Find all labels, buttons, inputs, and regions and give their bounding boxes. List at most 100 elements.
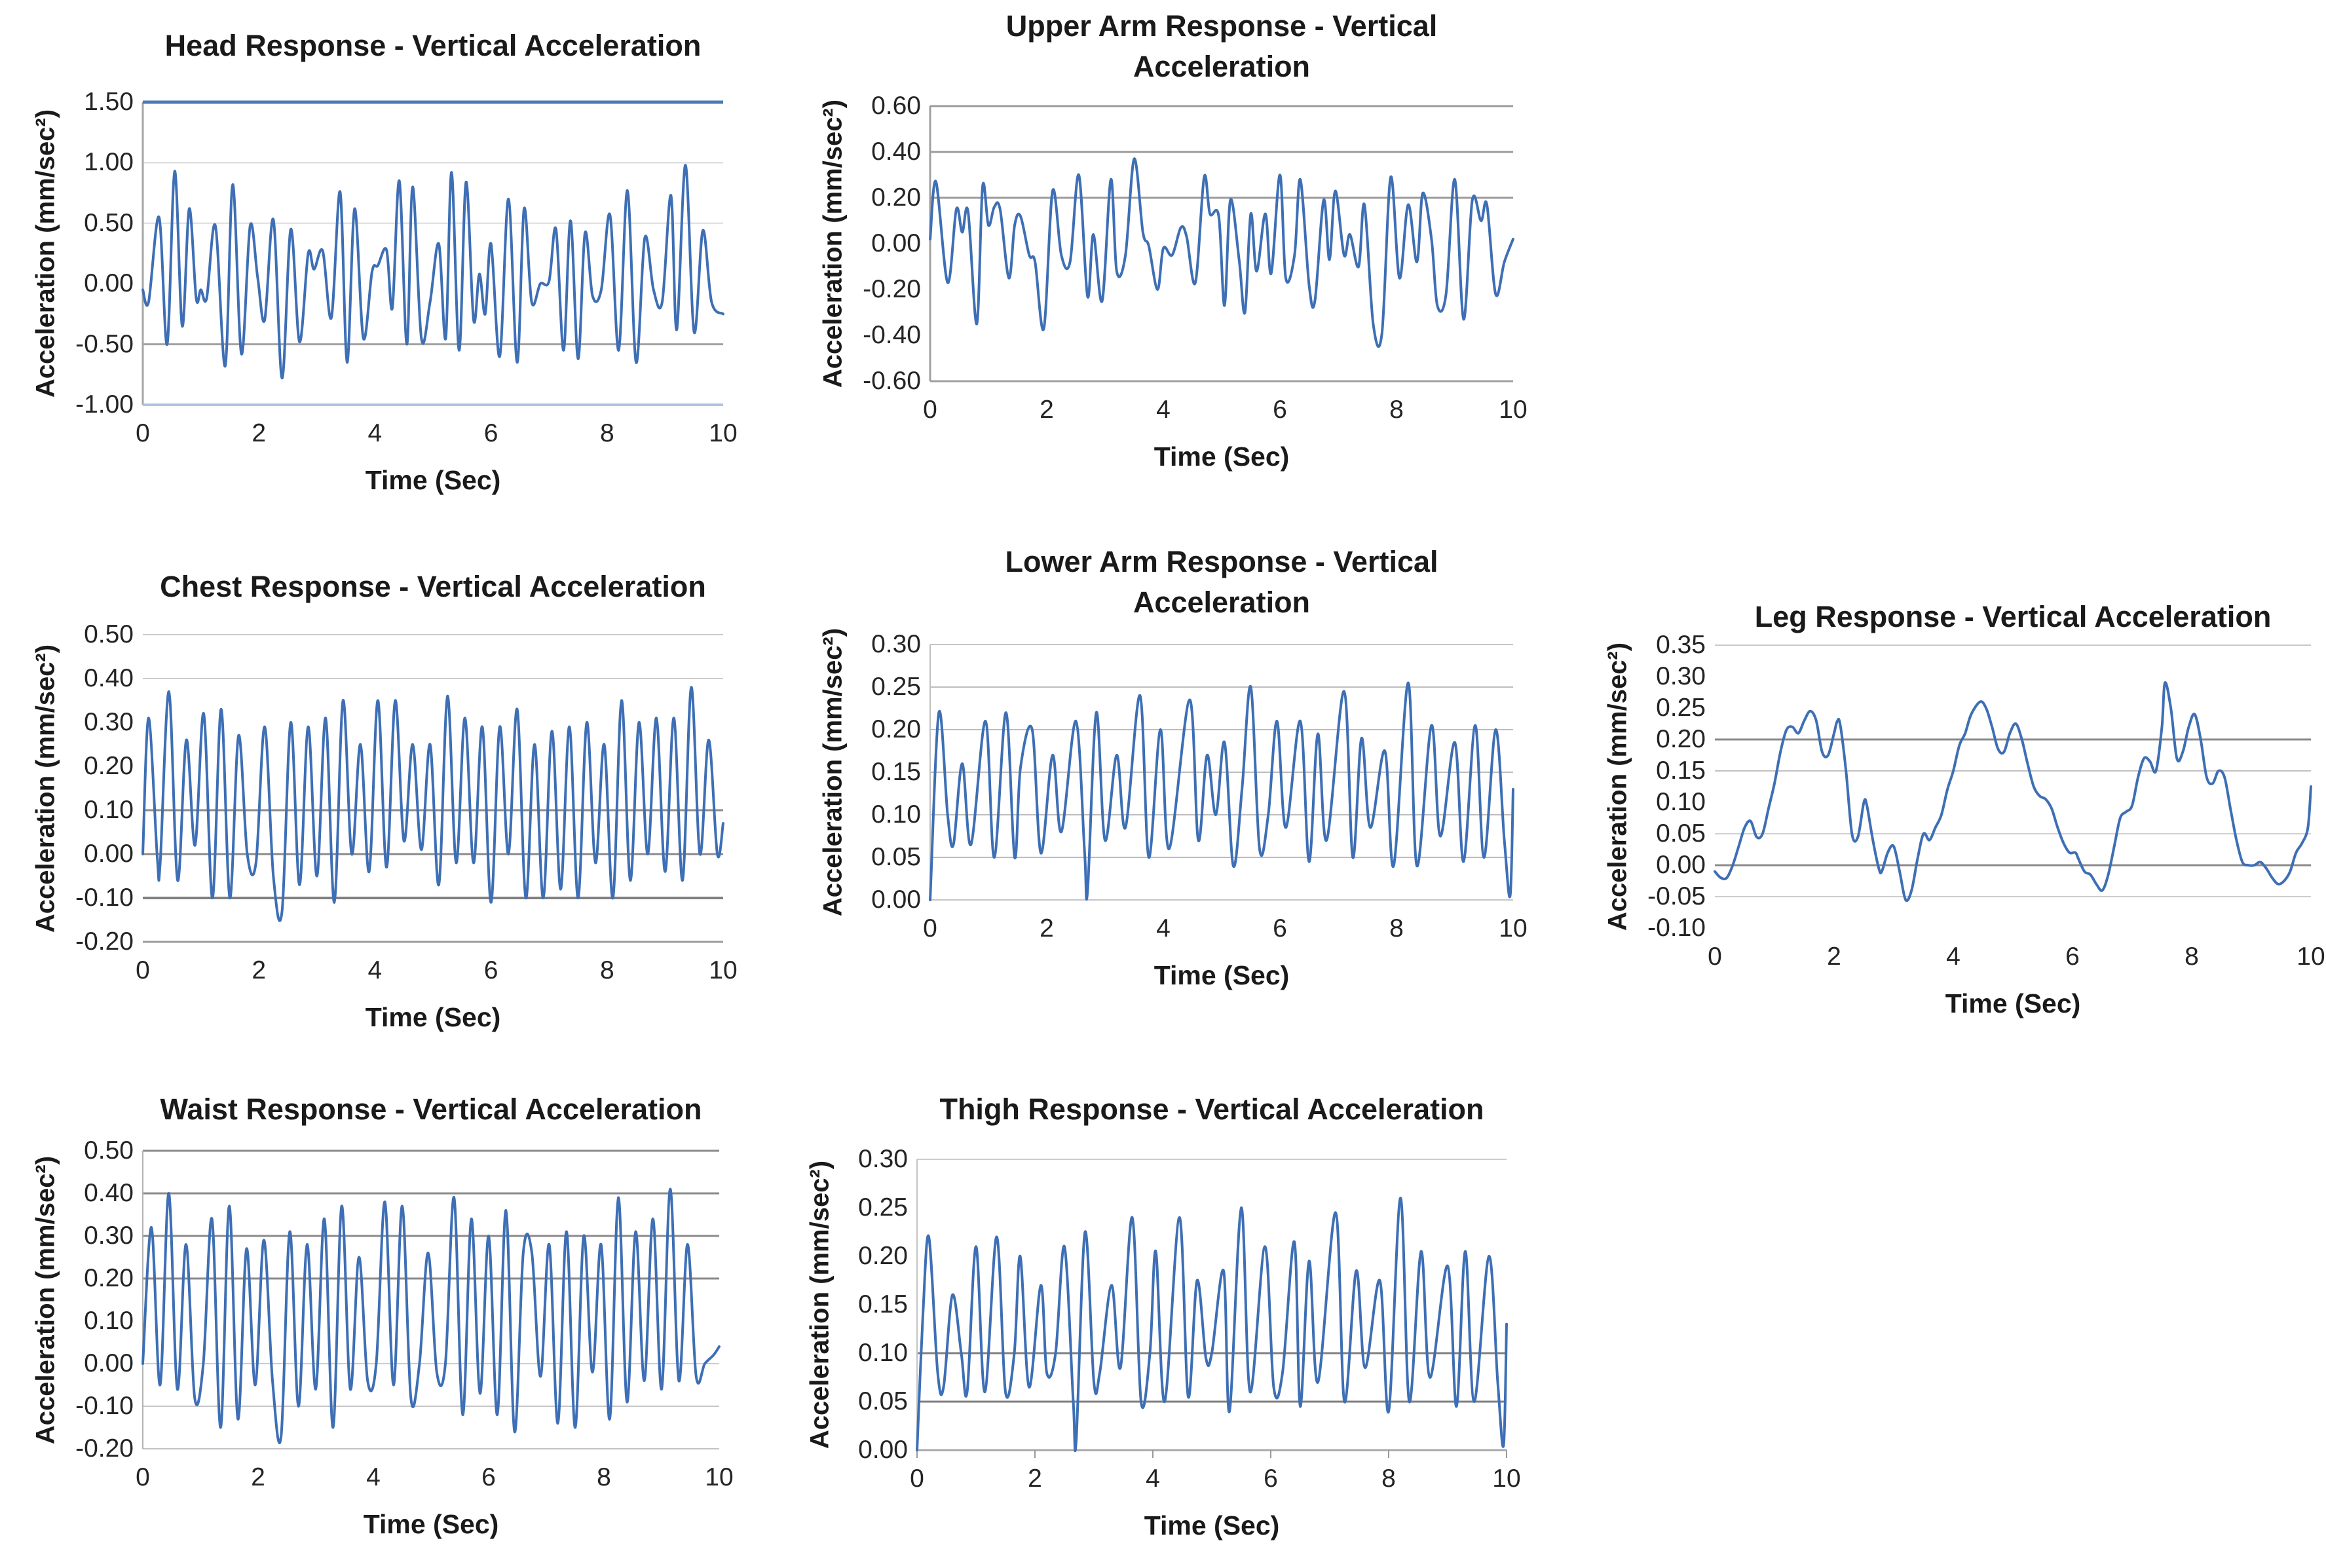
y-tick-label: 0.30 bbox=[1656, 662, 1706, 690]
y-tick-label: 1.00 bbox=[84, 148, 134, 177]
x-tick-label: 2 bbox=[1040, 914, 1054, 943]
chart-title: Acceleration bbox=[1133, 50, 1311, 83]
y-tick-label: 0.40 bbox=[871, 138, 921, 166]
x-tick-label: 10 bbox=[2297, 943, 2325, 971]
x-tick-label: 4 bbox=[1156, 914, 1171, 943]
x-tick-label: 8 bbox=[2185, 943, 2199, 971]
x-tick-label: 2 bbox=[252, 956, 267, 984]
y-tick-label: -0.50 bbox=[75, 329, 134, 358]
series-path bbox=[916, 1197, 1508, 1452]
x-tick-label: 4 bbox=[1946, 943, 1960, 971]
x-tick-label: 8 bbox=[1389, 914, 1404, 943]
y-tick-label: -0.20 bbox=[75, 1434, 134, 1463]
x-axis-label: Time (Sec) bbox=[365, 1002, 501, 1032]
x-tick-label: 8 bbox=[599, 956, 614, 984]
x-tick-label: 2 bbox=[252, 419, 267, 447]
chart-title: Thigh Response - Vertical Acceleration bbox=[939, 1092, 1484, 1126]
x-axis-label: Time (Sec) bbox=[1144, 1510, 1280, 1540]
x-tick-label: 0 bbox=[136, 1463, 150, 1491]
y-tick-label: 0.00 bbox=[84, 1349, 134, 1377]
x-tick-label: 8 bbox=[1381, 1465, 1396, 1493]
x-axis-label: Time (Sec) bbox=[365, 465, 501, 495]
y-tick-label: 0.20 bbox=[871, 183, 921, 212]
plot-area bbox=[929, 105, 1514, 383]
y-tick-label: 0.20 bbox=[871, 715, 921, 743]
y-tick-label: 0.00 bbox=[871, 229, 921, 257]
x-tick-label: 10 bbox=[705, 1463, 734, 1491]
y-tick-label: 0.10 bbox=[84, 796, 134, 824]
x-tick-label: 8 bbox=[597, 1463, 611, 1491]
x-tick-label: 0 bbox=[910, 1465, 924, 1493]
y-tick-label: -0.10 bbox=[75, 884, 134, 912]
x-tick-label: 2 bbox=[251, 1463, 265, 1491]
plot-area bbox=[929, 644, 1514, 901]
y-tick-label: 0.10 bbox=[871, 800, 921, 829]
chart-title: Acceleration bbox=[1133, 586, 1311, 619]
x-tick-label: 0 bbox=[136, 419, 150, 447]
y-tick-label: 0.00 bbox=[858, 1436, 908, 1464]
y-tick-label: -0.40 bbox=[863, 321, 921, 349]
y-tick-label: 0.30 bbox=[871, 630, 921, 658]
x-tick-label: 10 bbox=[709, 956, 738, 984]
x-tick-label: 10 bbox=[1499, 914, 1528, 943]
x-tick-label: 4 bbox=[367, 419, 383, 447]
chart-title: Upper Arm Response - Vertical bbox=[1005, 9, 1438, 43]
plot-area bbox=[141, 634, 724, 943]
y-tick-label: 0.15 bbox=[858, 1290, 908, 1318]
y-tick-label: 0.15 bbox=[871, 758, 921, 786]
x-axis-label: Time (Sec) bbox=[363, 1509, 499, 1539]
x-tick-label: 4 bbox=[1146, 1465, 1160, 1493]
x-axis-label: Time (Sec) bbox=[1154, 441, 1290, 472]
y-tick-label: -0.20 bbox=[863, 275, 921, 303]
y-tick-label: 0.00 bbox=[871, 886, 921, 914]
y-tick-label: 0.05 bbox=[871, 843, 921, 871]
x-tick-label: 0 bbox=[923, 396, 937, 424]
x-tick-label: 6 bbox=[481, 1463, 496, 1491]
y-tick-label: -0.60 bbox=[863, 367, 921, 395]
x-axis-label: Time (Sec) bbox=[1154, 960, 1290, 990]
y-tick-label: 0.50 bbox=[84, 208, 134, 237]
plot-area bbox=[141, 1149, 721, 1449]
x-tick-label: 6 bbox=[1273, 396, 1287, 424]
x-tick-label: 0 bbox=[136, 956, 150, 984]
chart-title: Lower Arm Response - Vertical bbox=[1005, 545, 1438, 578]
series-path bbox=[141, 686, 724, 922]
plot-area bbox=[141, 100, 724, 406]
x-tick-label: 2 bbox=[1028, 1465, 1042, 1493]
x-tick-label: 4 bbox=[366, 1463, 381, 1491]
x-axis-label: Time (Sec) bbox=[1945, 988, 2081, 1018]
y-tick-label: -0.20 bbox=[75, 927, 134, 956]
y-tick-label: 0.10 bbox=[858, 1339, 908, 1367]
y-tick-label: 0.25 bbox=[871, 673, 921, 701]
y-tick-label: 0.25 bbox=[1656, 694, 1706, 722]
y-tick-label: 0.30 bbox=[84, 708, 134, 736]
x-tick-label: 8 bbox=[599, 419, 614, 447]
y-tick-label: -0.10 bbox=[75, 1392, 134, 1420]
y-tick-label: 0.10 bbox=[1656, 788, 1706, 816]
y-tick-label: 1.50 bbox=[84, 88, 134, 116]
y-tick-label: 0.25 bbox=[858, 1193, 908, 1222]
chart-title: Head Response - Vertical Acceleration bbox=[164, 29, 702, 62]
x-tick-label: 0 bbox=[1708, 943, 1722, 971]
y-tick-label: 0.10 bbox=[84, 1307, 134, 1335]
x-tick-label: 10 bbox=[709, 419, 738, 447]
chart-title: Waist Response - Vertical Acceleration bbox=[160, 1092, 702, 1126]
y-tick-label: 0.60 bbox=[871, 92, 921, 120]
y-tick-label: 0.00 bbox=[84, 840, 134, 868]
y-tick-label: 0.40 bbox=[84, 664, 134, 692]
y-tick-label: 0.00 bbox=[1656, 851, 1706, 879]
series-path bbox=[141, 1187, 721, 1444]
y-tick-label: -0.05 bbox=[1647, 882, 1706, 910]
x-tick-label: 6 bbox=[483, 419, 498, 447]
x-tick-label: 6 bbox=[2065, 943, 2080, 971]
x-tick-label: 6 bbox=[1264, 1465, 1278, 1493]
y-tick-label: 0.20 bbox=[84, 1264, 134, 1292]
y-tick-label: 0.00 bbox=[84, 269, 134, 298]
x-tick-label: 8 bbox=[1389, 396, 1404, 424]
y-tick-label: 0.50 bbox=[84, 1136, 134, 1165]
y-tick-label: 0.05 bbox=[1656, 819, 1706, 848]
y-tick-label: -1.00 bbox=[75, 390, 134, 419]
x-tick-label: 2 bbox=[1040, 396, 1054, 424]
x-tick-label: 4 bbox=[1156, 396, 1171, 424]
